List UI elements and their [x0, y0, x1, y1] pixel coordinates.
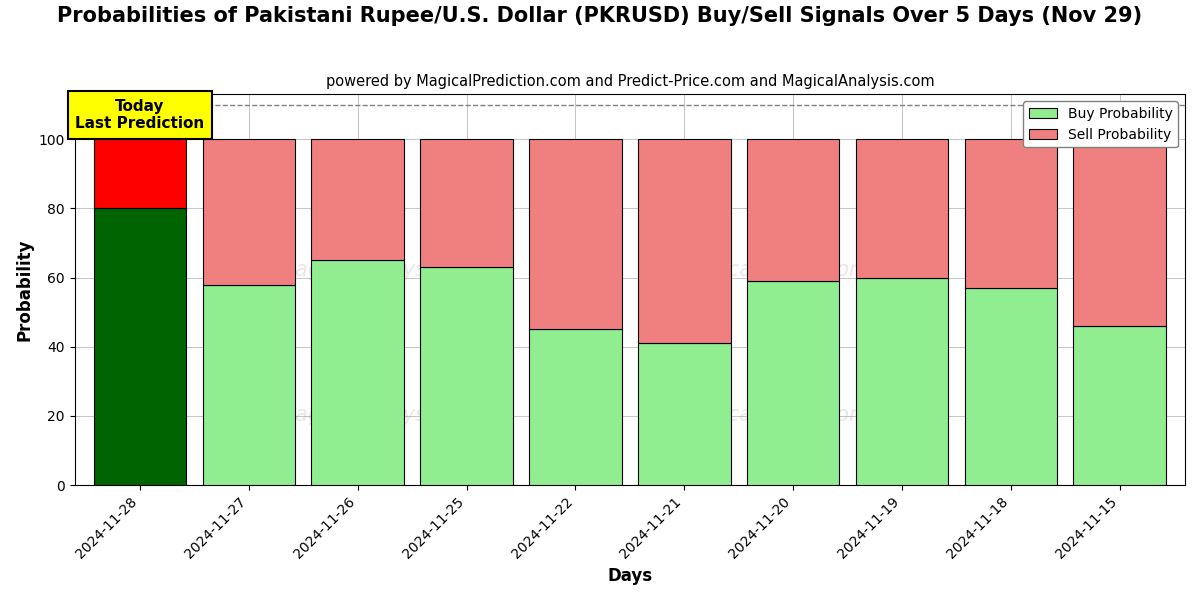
Text: MagicalAnalysis.com: MagicalAnalysis.com	[277, 405, 494, 425]
Bar	[420, 267, 512, 485]
Text: Probabilities of Pakistani Rupee/U.S. Dollar (PKRUSD) Buy/Sell Signals Over 5 Da: Probabilities of Pakistani Rupee/U.S. Do…	[58, 6, 1142, 26]
Bar	[965, 288, 1057, 485]
Bar	[203, 284, 295, 485]
Title: powered by MagicalPrediction.com and Predict-Price.com and MagicalAnalysis.com: powered by MagicalPrediction.com and Pre…	[325, 74, 934, 89]
Bar	[312, 260, 404, 485]
Bar	[638, 139, 731, 343]
X-axis label: Days: Days	[607, 567, 653, 585]
Text: MagicalPrediction.com: MagicalPrediction.com	[679, 260, 914, 280]
Bar	[638, 343, 731, 485]
Bar	[965, 139, 1057, 288]
Text: Today
Last Prediction: Today Last Prediction	[76, 99, 204, 131]
Text: MagicalPrediction.com: MagicalPrediction.com	[679, 405, 914, 425]
Bar	[312, 139, 404, 260]
Bar	[856, 139, 948, 278]
Bar	[420, 139, 512, 267]
Bar	[746, 281, 839, 485]
Text: MagicalAnalysis.com: MagicalAnalysis.com	[277, 260, 494, 280]
Y-axis label: Probability: Probability	[16, 238, 34, 341]
Bar	[529, 329, 622, 485]
Bar	[1074, 326, 1166, 485]
Bar	[1074, 139, 1166, 326]
Bar	[529, 139, 622, 329]
Bar	[94, 139, 186, 208]
Bar	[203, 139, 295, 284]
Bar	[94, 208, 186, 485]
Bar	[746, 139, 839, 281]
Bar	[856, 278, 948, 485]
Legend: Buy Probability, Sell Probability: Buy Probability, Sell Probability	[1024, 101, 1178, 148]
